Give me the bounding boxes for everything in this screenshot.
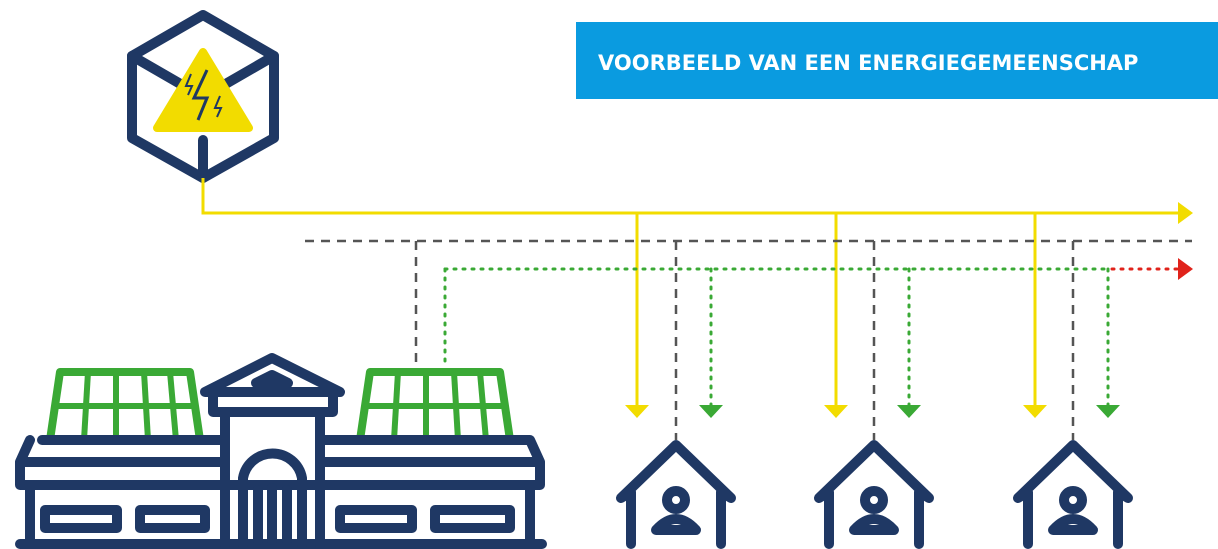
- grid-supply-part: [1023, 405, 1047, 418]
- grid-icon: [127, 10, 279, 183]
- grid-icon-part: [153, 48, 253, 132]
- building-part: [220, 407, 325, 549]
- building-part: [391, 371, 401, 441]
- building-part: [451, 371, 461, 441]
- building-part: [167, 371, 179, 441]
- building-part: [430, 505, 515, 533]
- house: [1013, 440, 1133, 549]
- building: [15, 353, 547, 549]
- grid-icon-part: [184, 73, 194, 96]
- house: [616, 440, 736, 549]
- data-lines: [305, 239, 1192, 440]
- building-part: [208, 387, 338, 417]
- building-part: [335, 505, 417, 533]
- house-part: [849, 514, 899, 535]
- building-part: [135, 505, 210, 533]
- shared-energy-part: [699, 405, 723, 418]
- building-part: [238, 448, 307, 549]
- house-part: [814, 440, 934, 549]
- shared-energy-part: [1096, 405, 1120, 418]
- house-part: [662, 486, 690, 514]
- house-part: [651, 514, 701, 535]
- grid-supply-part: [824, 405, 848, 418]
- grid-supply: [201, 178, 1193, 418]
- house-part: [616, 440, 736, 549]
- shared-energy-part: [1178, 258, 1193, 280]
- shared-energy: [443, 258, 1193, 418]
- house-part: [1048, 514, 1098, 535]
- grid-supply-part: [625, 405, 649, 418]
- building-part: [477, 371, 489, 441]
- building-part: [40, 505, 122, 533]
- building-part: [141, 371, 151, 441]
- banner: [576, 22, 1218, 99]
- house-part: [860, 486, 888, 514]
- building-part: [251, 370, 293, 388]
- building-part: [81, 371, 91, 441]
- title-banner: VOORBEELD VAN EEN ENERGIEGEMEENSCHAP: [576, 22, 1218, 99]
- house-part: [1059, 486, 1087, 514]
- house: [814, 440, 934, 549]
- building-part: [15, 435, 547, 549]
- grid-icon-part: [213, 95, 223, 118]
- building-part: [253, 483, 292, 545]
- grid-supply-part: [201, 178, 1180, 215]
- title: VOORBEELD VAN EEN ENERGIEGEMEENSCHAP: [598, 51, 1138, 75]
- house-part: [1013, 440, 1133, 549]
- grid-icon-part: [191, 69, 210, 121]
- shared-energy-part: [897, 405, 921, 418]
- grid-supply-part: [1178, 202, 1193, 224]
